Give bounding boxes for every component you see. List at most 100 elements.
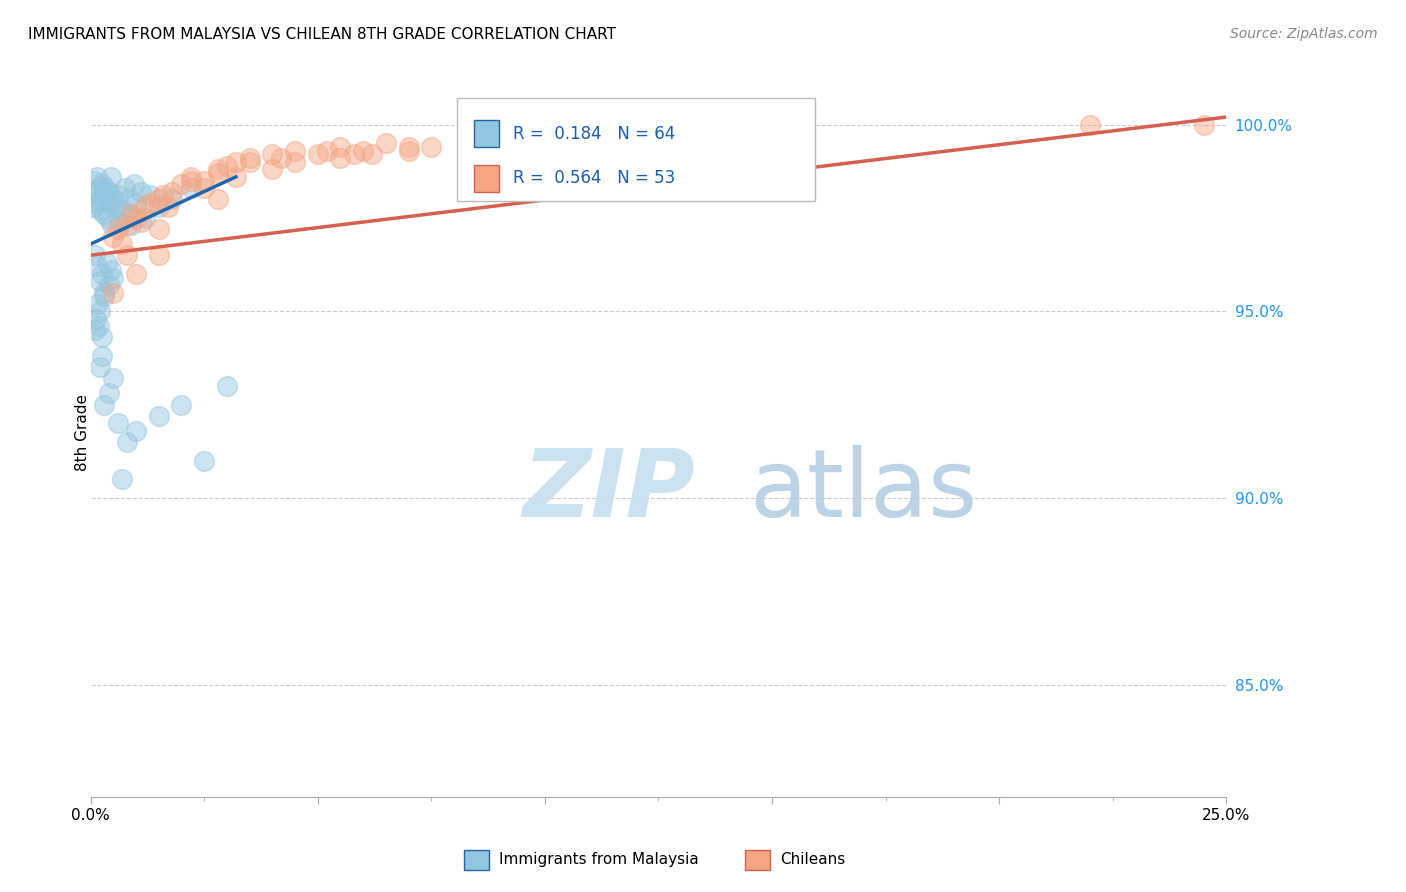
Point xyxy=(96,256,118,270)
Point xyxy=(93,285,115,300)
Point xyxy=(108,214,131,228)
Point xyxy=(89,360,111,375)
Point xyxy=(138,196,160,211)
Point xyxy=(84,323,107,337)
Point xyxy=(103,285,125,300)
Text: Chileans: Chileans xyxy=(780,853,845,867)
Point xyxy=(134,211,156,225)
Point xyxy=(90,203,112,218)
Point xyxy=(180,181,202,195)
Point xyxy=(107,188,129,202)
Point xyxy=(97,185,120,199)
Point xyxy=(284,154,307,169)
Point xyxy=(107,417,129,431)
Point xyxy=(125,196,148,211)
Text: R =  0.184   N = 64: R = 0.184 N = 64 xyxy=(513,125,675,143)
Point xyxy=(148,200,170,214)
Point xyxy=(89,274,111,288)
Point xyxy=(420,140,443,154)
Point xyxy=(121,207,143,221)
Point xyxy=(162,192,184,206)
Point xyxy=(329,140,352,154)
Point xyxy=(180,173,202,187)
Point xyxy=(93,398,115,412)
Text: Source: ZipAtlas.com: Source: ZipAtlas.com xyxy=(1230,27,1378,41)
Point xyxy=(215,159,238,173)
Point xyxy=(170,398,193,412)
Point xyxy=(129,214,152,228)
Point xyxy=(284,144,307,158)
Point xyxy=(148,222,170,236)
Point xyxy=(398,140,420,154)
Point xyxy=(104,200,127,214)
Point xyxy=(100,263,122,277)
Point xyxy=(134,200,156,214)
Text: ZIP: ZIP xyxy=(522,445,695,537)
Point xyxy=(138,188,160,202)
Point xyxy=(98,196,121,211)
Point xyxy=(114,181,136,195)
Point xyxy=(225,169,247,184)
Point xyxy=(152,188,174,202)
Point xyxy=(193,453,215,467)
Point xyxy=(156,200,179,214)
Point xyxy=(118,192,141,206)
Point xyxy=(91,349,114,363)
Point xyxy=(89,192,111,206)
Point xyxy=(100,169,122,184)
Point xyxy=(111,237,134,252)
Text: atlas: atlas xyxy=(749,445,977,537)
Point xyxy=(122,178,145,192)
Text: Immigrants from Malaysia: Immigrants from Malaysia xyxy=(499,853,699,867)
Point xyxy=(107,222,129,236)
Point xyxy=(579,136,602,151)
Point xyxy=(207,192,229,206)
Point xyxy=(84,185,107,199)
Point xyxy=(84,248,107,262)
Point xyxy=(86,169,108,184)
Point xyxy=(103,371,125,385)
Point xyxy=(97,278,120,293)
Point xyxy=(103,192,125,206)
Point xyxy=(84,196,107,211)
Point xyxy=(111,472,134,486)
Point xyxy=(225,154,247,169)
Point xyxy=(262,147,284,161)
Point xyxy=(262,162,284,177)
Point xyxy=(352,144,374,158)
Point xyxy=(148,248,170,262)
Point xyxy=(207,166,229,180)
Point xyxy=(239,151,262,165)
Point xyxy=(91,178,114,192)
Y-axis label: 8th Grade: 8th Grade xyxy=(75,394,90,471)
Point xyxy=(148,192,170,206)
Point xyxy=(180,169,202,184)
Point xyxy=(111,203,134,218)
Point xyxy=(1078,118,1101,132)
Point xyxy=(84,311,107,326)
Point xyxy=(87,181,110,195)
Point xyxy=(239,154,262,169)
Point xyxy=(83,173,105,187)
Point xyxy=(170,178,193,192)
Point xyxy=(361,147,384,161)
Point xyxy=(193,181,215,195)
Point xyxy=(93,207,115,221)
Point xyxy=(121,219,143,233)
Point xyxy=(115,434,138,449)
Point xyxy=(103,229,125,244)
Point xyxy=(307,147,329,161)
Point xyxy=(207,162,229,177)
Point xyxy=(103,270,125,285)
Point xyxy=(125,267,148,281)
Point xyxy=(343,147,366,161)
Point xyxy=(125,424,148,438)
Point xyxy=(115,248,138,262)
Point xyxy=(91,330,114,344)
Point xyxy=(101,219,124,233)
Point xyxy=(115,219,138,233)
Text: R =  0.564   N = 53: R = 0.564 N = 53 xyxy=(513,169,675,187)
Point xyxy=(97,211,120,225)
Point xyxy=(91,188,114,202)
Point xyxy=(97,386,120,401)
